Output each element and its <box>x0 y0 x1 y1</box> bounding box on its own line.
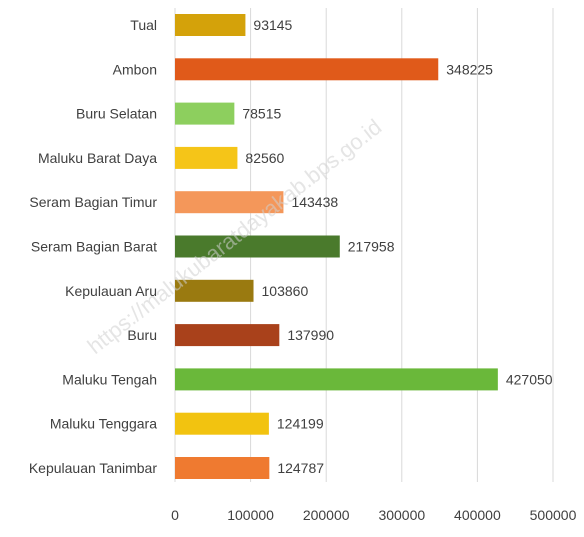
bars <box>175 14 498 479</box>
bar <box>175 235 340 258</box>
labels: Tual 93145 Ambon 348225 Buru Selatan 78515 Mal… <box>29 17 553 476</box>
x-tick-label: 500000 <box>530 507 577 523</box>
category-label: Tual <box>130 17 157 33</box>
data-label: 82560 <box>245 150 284 166</box>
bar <box>175 457 270 479</box>
bar <box>175 102 235 125</box>
bar <box>175 58 439 81</box>
data-label: 78515 <box>242 106 281 122</box>
bar <box>175 412 269 435</box>
data-label: 143438 <box>291 194 338 210</box>
data-label: 93145 <box>253 17 292 33</box>
category-label: Buru <box>127 327 157 343</box>
x-tick-label: 300000 <box>378 507 425 523</box>
category-label: Buru Selatan <box>76 106 157 122</box>
category-label: Maluku Tengah <box>62 371 157 387</box>
bar <box>175 324 280 347</box>
data-label: 124787 <box>277 460 324 476</box>
category-label: Maluku Tenggara <box>50 416 157 432</box>
bar <box>175 191 284 214</box>
bar <box>175 14 246 36</box>
data-label: 124199 <box>277 416 324 432</box>
bar <box>175 146 238 169</box>
data-label: 103860 <box>262 283 309 299</box>
bar <box>175 368 498 391</box>
bar <box>175 279 254 302</box>
x-tick-label: 100000 <box>227 507 274 523</box>
category-label: Ambon <box>113 61 157 77</box>
x-tick-label: 400000 <box>454 507 501 523</box>
category-label: Kepulauan Aru <box>65 283 157 299</box>
category-label: Kepulauan Tanimbar <box>29 460 158 476</box>
data-label: 217958 <box>348 239 395 255</box>
category-label: Maluku Barat Daya <box>38 150 157 166</box>
category-label: Seram Bagian Timur <box>29 194 157 210</box>
x-axis-ticks: 0 100000 200000 300000 400000 500000 <box>171 507 576 523</box>
x-tick-label: 0 <box>171 507 179 523</box>
data-label: 348225 <box>446 61 493 77</box>
data-label: 137990 <box>287 327 334 343</box>
data-label: 427050 <box>506 371 553 387</box>
category-label: Seram Bagian Barat <box>31 239 157 255</box>
x-tick-label: 200000 <box>303 507 350 523</box>
